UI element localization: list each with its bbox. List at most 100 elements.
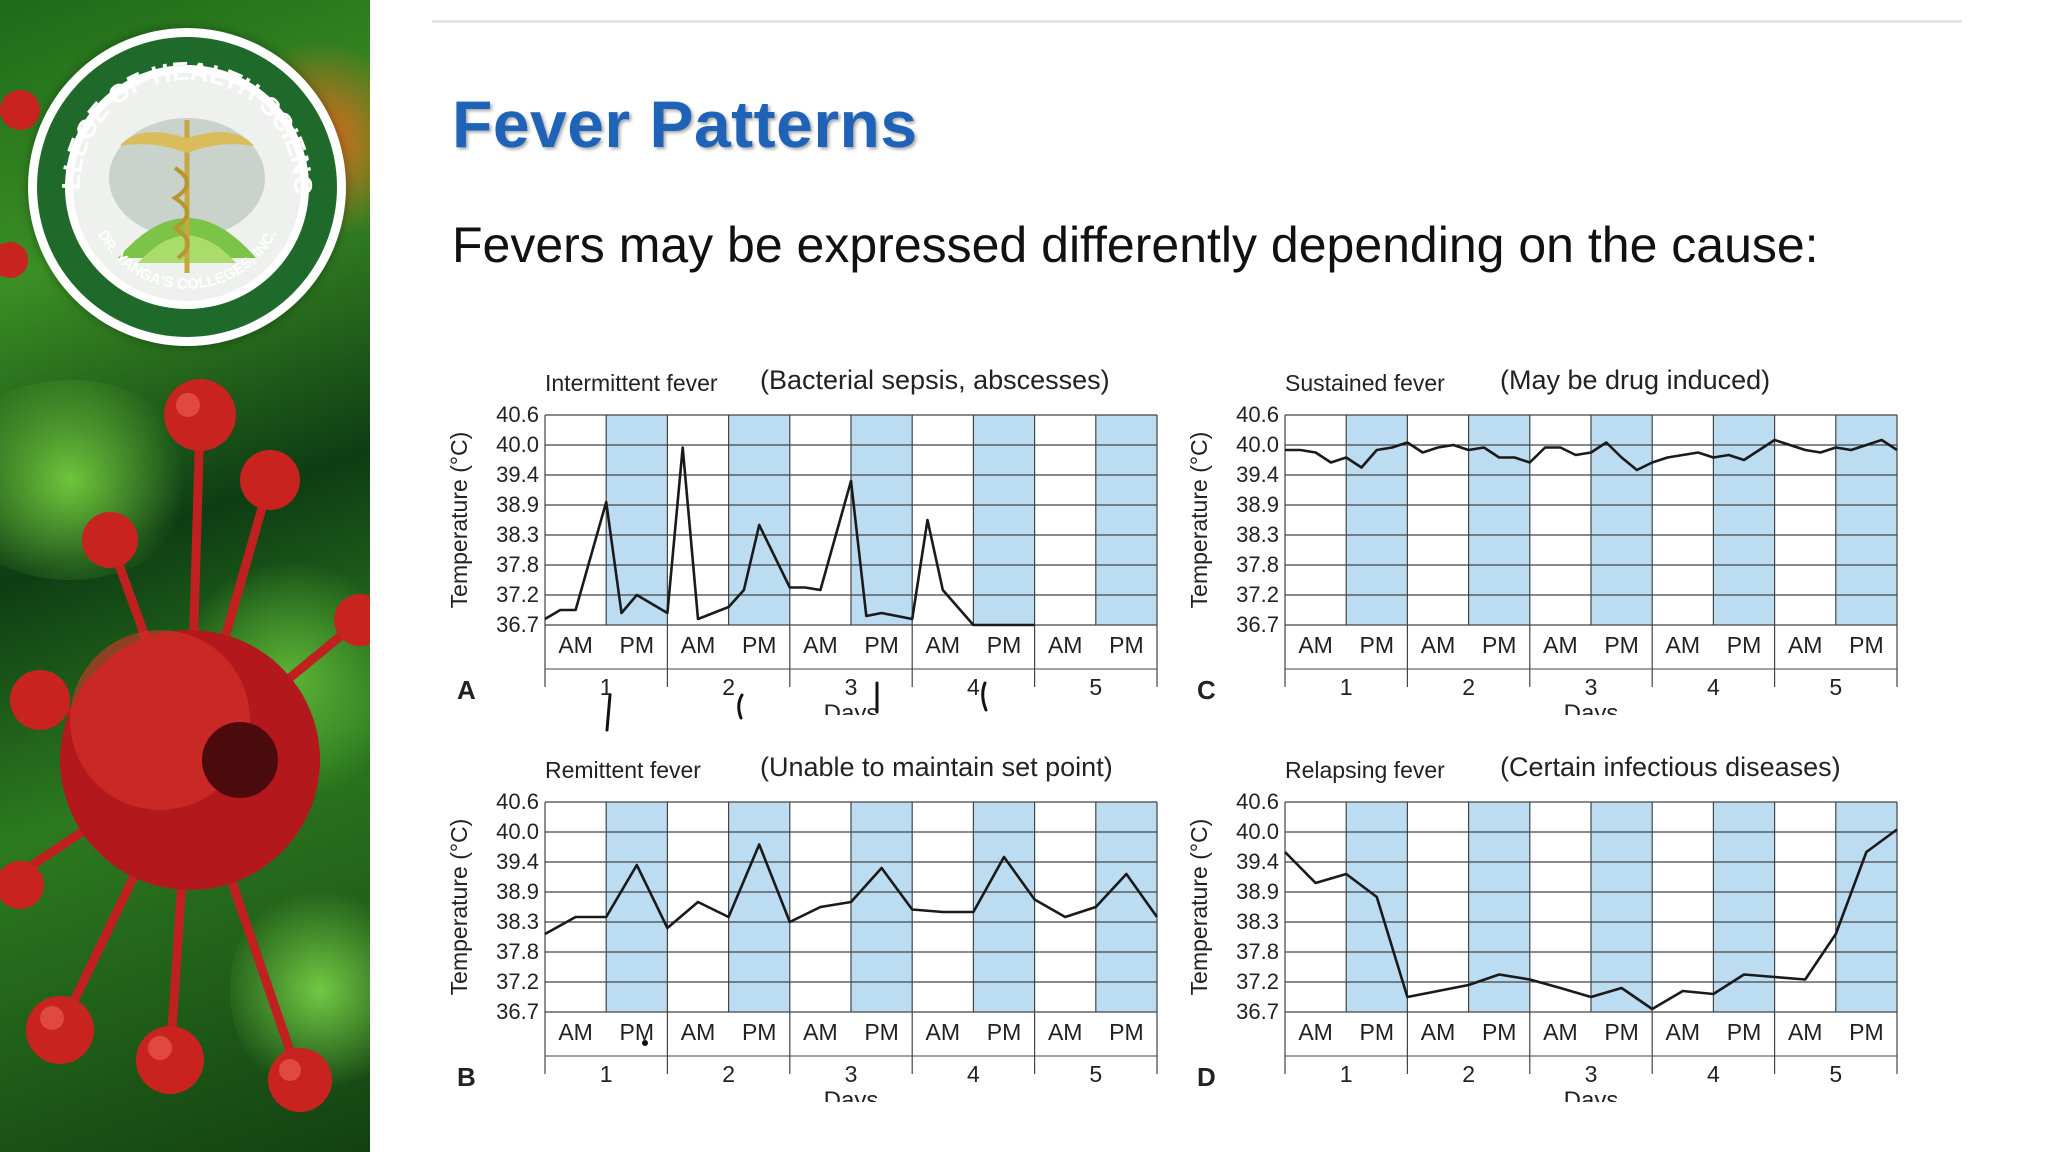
x-axis-label: Days [824, 1087, 879, 1102]
day-label: 1 [600, 1061, 613, 1087]
am-label: AM [1298, 1019, 1333, 1045]
am-label: AM [1421, 632, 1456, 658]
panel-letter: C [1197, 675, 1216, 705]
chart-svg: 40.6 40.0 39.4 38.9 38.3 37.8 37.2 36.7 AM PM 1 AM P… [446, 752, 1159, 1102]
decorative-side-panel: COLLEGE OF HEALTH SCIENCES DR. YANGA'S C… [0, 0, 370, 1152]
pm-label: PM [1727, 1019, 1762, 1045]
y-tick-label: 38.9 [496, 879, 539, 904]
y-axis-label: Temperature (°C) [446, 432, 472, 609]
day-label: 1 [1340, 674, 1353, 700]
day-label: 5 [1829, 674, 1842, 700]
temperature-series-line [1284, 828, 1898, 1011]
pm-label: PM [620, 632, 655, 658]
day-label: 2 [1462, 674, 1475, 700]
temperature-series-line [544, 843, 1159, 936]
chart-intermittent-fever: 40.6 40.0 39.4 38.9 38.3 37.8 37.2 36.7 AM PM 1 AM P… [445, 355, 1185, 715]
y-tick-label: 40.6 [496, 402, 539, 427]
day-label: 3 [845, 1061, 858, 1087]
day-label: 3 [1585, 1061, 1598, 1087]
pm-label: PM [864, 1019, 899, 1045]
pm-label: PM [1604, 632, 1639, 658]
chart-title: Relapsing fever [1285, 757, 1445, 783]
pm-label: PM [1849, 632, 1884, 658]
am-label: AM [803, 1019, 838, 1045]
y-axis-label: Temperature (°C) [1186, 432, 1212, 609]
y-tick-label: 36.7 [1236, 999, 1279, 1024]
pm-band [728, 415, 790, 625]
am-label: AM [1421, 1019, 1456, 1045]
pm-label: PM [1727, 632, 1762, 658]
panel-letter: A [457, 675, 476, 705]
y-tick-label: 36.7 [496, 612, 539, 637]
y-tick-label: 40.0 [1236, 819, 1279, 844]
chart-cause-note: (May be drug induced) [1500, 365, 1770, 395]
pm-band [1095, 802, 1157, 1012]
am-label: AM [1666, 1019, 1701, 1045]
am-label: AM [1048, 632, 1083, 658]
pm-band [1095, 415, 1157, 625]
pm-band [851, 415, 913, 625]
y-tick-label: 38.3 [1236, 909, 1279, 934]
chart-svg: 40.6 40.0 39.4 38.9 38.3 37.8 37.2 36.7 AM PM 1 AM P… [446, 365, 1158, 715]
chart-svg: 40.6 40.0 39.4 38.9 38.3 37.8 37.2 36.7 AM PM 1 AM P… [1186, 365, 1898, 715]
day-label: 5 [1089, 1061, 1102, 1087]
slide-top-divider [432, 20, 1962, 23]
y-tick-label: 37.2 [496, 582, 539, 607]
day-label: 2 [722, 674, 735, 700]
pm-label: PM [620, 1019, 655, 1045]
pm-label: PM [1604, 1019, 1639, 1045]
pm-band [1346, 802, 1408, 1012]
pm-band [1591, 415, 1653, 625]
am-label: AM [558, 632, 593, 658]
am-label: AM [926, 632, 961, 658]
day-label: 4 [967, 674, 980, 700]
slide-title: Fever Patterns [452, 87, 918, 161]
y-tick-label: 38.3 [1236, 522, 1279, 547]
virus-illustration [0, 90, 370, 1112]
pm-label: PM [1482, 632, 1517, 658]
pm-label: PM [1109, 1019, 1144, 1045]
chart-title: Remittent fever [545, 757, 701, 783]
y-tick-label: 37.8 [496, 939, 539, 964]
y-tick-label: 40.6 [1236, 789, 1279, 814]
slide-subtitle: Fevers may be expressed differently depe… [452, 217, 1819, 273]
pm-label: PM [1109, 632, 1144, 658]
am-label: AM [803, 632, 838, 658]
y-tick-label: 36.7 [496, 999, 539, 1024]
am-label: AM [1298, 632, 1333, 658]
am-label: AM [1543, 1019, 1578, 1045]
day-label: 4 [1707, 674, 1720, 700]
y-tick-label: 40.6 [496, 789, 539, 814]
chart-title: Intermittent fever [545, 370, 718, 396]
am-label: AM [1788, 632, 1823, 658]
chart-relapsing-fever: 40.6 40.0 39.4 38.9 38.3 37.8 37.2 36.7 AM PM 1 AM P… [1185, 742, 1925, 1102]
pm-label: PM [1360, 632, 1395, 658]
day-label: 3 [845, 674, 858, 700]
day-label: 1 [1340, 1061, 1353, 1087]
chart-title: Sustained fever [1285, 370, 1445, 396]
pm-label: PM [987, 632, 1022, 658]
am-label: AM [1788, 1019, 1823, 1045]
y-axis-label: Temperature (°C) [446, 819, 472, 996]
am-label: AM [558, 1019, 593, 1045]
y-axis-label: Temperature (°C) [1186, 819, 1212, 996]
y-tick-label: 38.3 [496, 522, 539, 547]
y-tick-label: 38.9 [496, 492, 539, 517]
y-tick-label: 39.4 [496, 849, 539, 874]
y-tick-label: 37.8 [1236, 552, 1279, 577]
pm-band [728, 802, 790, 1012]
day-label: 2 [1462, 1061, 1475, 1087]
pm-label: PM [864, 632, 899, 658]
y-tick-label: 37.2 [1236, 969, 1279, 994]
chart-cause-note: (Certain infectious diseases) [1500, 752, 1841, 782]
am-label: AM [926, 1019, 961, 1045]
am-label: AM [681, 632, 716, 658]
pm-band [973, 802, 1035, 1012]
am-label: AM [681, 1019, 716, 1045]
y-tick-label: 38.9 [1236, 492, 1279, 517]
y-tick-label: 39.4 [1236, 462, 1279, 487]
x-axis-label: Days [824, 700, 879, 715]
panel-letter: B [457, 1062, 476, 1092]
chart-svg: 40.6 40.0 39.4 38.9 38.3 37.8 37.2 36.7 AM PM 1 AM P… [1186, 752, 1898, 1102]
pm-band [973, 415, 1035, 625]
